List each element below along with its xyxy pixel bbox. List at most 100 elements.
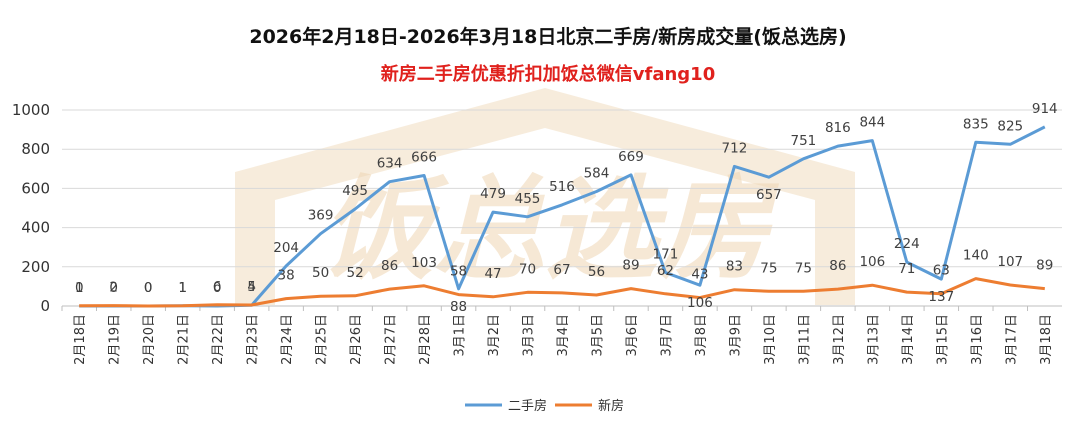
data-label-new-home: 86	[829, 258, 846, 274]
data-label-second-hand: 369	[308, 208, 334, 224]
chart-title: 2026年2月18日-2026年3月18日北京二手房/新房成交量(饭总选房)	[249, 25, 846, 48]
y-axis: 0 200 400 600 800 1000	[12, 101, 50, 315]
y-tick-label: 1000	[12, 101, 50, 119]
y-tick-label: 0	[40, 297, 50, 315]
data-label-new-home: 47	[484, 266, 501, 282]
x-tick-label: 2月18日	[73, 314, 88, 365]
data-label-second-hand: 657	[756, 187, 782, 203]
y-tick-label: 800	[21, 140, 50, 158]
data-label-new-home: 86	[381, 258, 398, 274]
data-label-new-home: 75	[760, 260, 777, 276]
data-label-second-hand: 106	[687, 295, 713, 311]
data-label-new-home: 50	[312, 265, 329, 281]
x-tick-label: 3月12日	[832, 314, 847, 365]
data-label-new-home: 83	[726, 259, 743, 275]
x-tick-label: 3月10日	[763, 314, 778, 365]
watermark-house-icon	[235, 88, 855, 305]
x-tick-label: 3月7日	[659, 314, 674, 357]
data-label-second-hand: 712	[722, 140, 748, 156]
data-label-new-home: 62	[657, 263, 674, 279]
x-tick-label: 2月23日	[246, 314, 261, 365]
data-label-new-home: 106	[859, 254, 885, 270]
data-label-new-home: 103	[411, 255, 437, 271]
data-label-new-home: 52	[347, 265, 364, 281]
data-label-new-home: 67	[553, 262, 570, 278]
data-label-new-home: 43	[691, 267, 708, 283]
x-tick-label: 3月5日	[590, 314, 605, 357]
data-label-second-hand: 479	[480, 186, 506, 202]
data-label-second-hand: 666	[411, 149, 437, 165]
data-label-new-home: 38	[278, 268, 295, 284]
data-label-new-home: 89	[1036, 258, 1053, 274]
x-tick-label: 3月1日	[453, 314, 468, 357]
data-label-new-home: 140	[963, 248, 989, 264]
data-label-second-hand: 914	[1032, 101, 1058, 117]
x-tick-label: 2月20日	[142, 314, 157, 365]
x-tick-label: 3月15日	[935, 314, 950, 365]
data-label-new-home: 0	[144, 280, 153, 296]
data-label-second-hand: 455	[515, 191, 541, 207]
data-label-new-home: 1	[75, 280, 84, 296]
data-label-new-home: 107	[997, 254, 1023, 270]
data-label-second-hand: 0	[75, 280, 84, 296]
x-tick-label: 3月13日	[866, 314, 881, 365]
x-tick-label: 3月17日	[1004, 314, 1019, 365]
data-label-second-hand: 0	[144, 280, 153, 296]
data-label-second-hand: 816	[825, 120, 851, 136]
grid	[62, 109, 1062, 307]
data-label-second-hand: 835	[963, 116, 989, 132]
x-tick-label: 2月24日	[280, 314, 295, 365]
x-tick-label: 3月16日	[970, 314, 985, 365]
y-tick-label: 200	[21, 258, 50, 276]
data-label-new-home: 89	[622, 258, 639, 274]
y-tick-label: 400	[21, 219, 50, 237]
data-label-second-hand: 224	[894, 236, 920, 252]
y-tick-label: 600	[21, 179, 50, 197]
legend-item-new-home: 新房	[555, 398, 624, 414]
x-tick-label: 3月18日	[1039, 314, 1054, 365]
data-label-new-home: 63	[933, 263, 950, 279]
x-tick-label: 2月26日	[349, 314, 364, 365]
data-label-new-home: 1	[178, 280, 187, 296]
legend: 二手房 新房	[465, 398, 624, 414]
data-label-second-hand: 516	[549, 179, 575, 195]
x-tick-label: 2月28日	[418, 314, 433, 365]
series-line-new-home	[79, 277, 1045, 308]
x-tick-label: 3月8日	[694, 314, 709, 357]
data-label-second-hand: 137	[928, 289, 954, 305]
chart-subtitle: 新房二手房优惠折扣加饭总微信vfang10	[381, 63, 715, 85]
data-label-new-home: 75	[795, 260, 812, 276]
x-tick-label: 3月11日	[797, 314, 812, 365]
x-tick-label: 3月6日	[625, 314, 640, 357]
data-label-second-hand: 0	[109, 280, 118, 296]
data-label-new-home: 2	[109, 280, 118, 296]
data-label-new-home: 56	[588, 264, 605, 280]
x-tick-label: 3月4日	[556, 314, 571, 357]
x-tick-label: 2月19日	[108, 314, 123, 365]
data-label-second-hand: 171	[653, 246, 679, 262]
data-label-second-hand: 669	[618, 149, 644, 165]
data-label-second-hand: 1	[178, 280, 187, 296]
x-axis: 2月18日 2月19日 2月20日 2月21日 2月22日 2月23日 2月24日 2月25日…	[61, 306, 1054, 365]
x-tick-label: 3月2日	[487, 314, 502, 357]
data-label-new-home: 5	[247, 279, 256, 295]
data-label-second-hand: 4	[247, 279, 256, 295]
series-lines	[79, 125, 1046, 308]
x-tick-label: 3月9日	[728, 314, 743, 357]
data-label-new-home: 71	[898, 261, 915, 277]
x-tick-label: 2月27日	[384, 314, 399, 365]
data-label-new-home: 6	[213, 279, 222, 295]
x-tick-label: 3月14日	[901, 314, 916, 365]
data-label-second-hand: 88	[450, 299, 467, 315]
data-label-second-hand: 825	[997, 118, 1023, 134]
data-label-new-home: 70	[519, 261, 536, 277]
data-label-new-home: 58	[450, 264, 467, 280]
x-tick-label: 2月21日	[177, 314, 192, 365]
x-tick-label: 3月3日	[522, 314, 537, 357]
data-label-second-hand: 204	[273, 240, 299, 256]
x-tick-label: 2月25日	[315, 314, 330, 365]
data-label-second-hand: 495	[342, 183, 368, 199]
legend-item-second-hand: 二手房	[465, 398, 547, 414]
